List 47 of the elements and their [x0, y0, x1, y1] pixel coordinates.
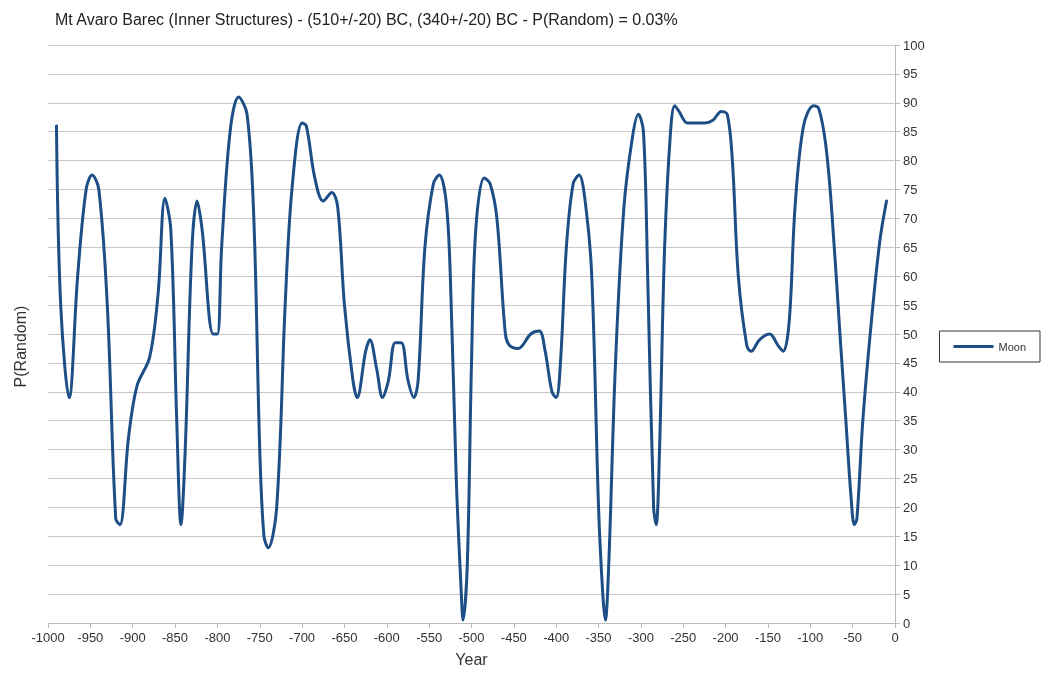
x-tick-label: -300 [627, 630, 654, 645]
x-tick-label: -700 [289, 630, 316, 645]
x-tick-label: -750 [246, 630, 273, 645]
x-tick-label: -1000 [31, 630, 65, 645]
y-tick-label: 0 [903, 615, 911, 631]
x-tick-label: 0 [891, 630, 899, 645]
x-tick-label: -350 [585, 630, 612, 645]
x-tick-label: -850 [162, 630, 189, 645]
y-tick-label: 50 [903, 326, 918, 342]
x-tick-label: -450 [500, 630, 527, 645]
x-tick-label: -400 [543, 630, 570, 645]
x-tick-label: -550 [416, 630, 443, 645]
y-tick-label: 55 [903, 297, 918, 313]
y-tick-label: 15 [903, 528, 918, 544]
y-tick-label: 20 [903, 499, 918, 515]
x-tick-label: -150 [754, 630, 781, 645]
y-tick-label: 35 [903, 413, 918, 429]
legend-label: Moon [998, 340, 1027, 353]
x-tick-label: -50 [843, 630, 863, 645]
x-tick-label: -800 [204, 630, 231, 645]
y-tick-label: 90 [903, 95, 918, 111]
chart-title: Mt Avaro Barec (Inner Structures) - (510+/-20) BC, (340+/-20) BC - P(Random) = 0.03% [55, 10, 678, 28]
y-tick-label: 75 [903, 182, 918, 197]
x-tick-label: -200 [712, 630, 739, 645]
y-tick-label: 10 [903, 557, 918, 573]
y-tick-label: 65 [903, 239, 918, 255]
y-tick-label: 40 [903, 384, 918, 400]
y-tick-label: 95 [903, 66, 918, 82]
line-series [54, 95, 889, 622]
y-tick-label: 100 [903, 37, 925, 53]
x-tick-label: -250 [670, 630, 697, 645]
y-tick-label: 45 [903, 355, 918, 371]
y-tick-label: 25 [903, 471, 918, 486]
x-tick-label: -950 [77, 630, 104, 645]
y-tick-label: 30 [903, 442, 918, 458]
x-tick-label: -600 [373, 630, 400, 645]
x-tick-label: -650 [331, 630, 358, 645]
y-tick-label: 60 [903, 268, 918, 284]
x-tick-label: -900 [119, 630, 146, 645]
x-axis-title: Year [455, 650, 489, 668]
y-tick-label: 80 [903, 153, 918, 169]
y-tick-label: 85 [903, 124, 918, 140]
x-tick-label: -500 [458, 630, 485, 645]
y-tick-label: 70 [903, 210, 918, 226]
y-axis-title: P(Random) [11, 305, 29, 388]
x-tick-label: -100 [797, 630, 824, 645]
y-tick-label: 5 [903, 586, 911, 602]
